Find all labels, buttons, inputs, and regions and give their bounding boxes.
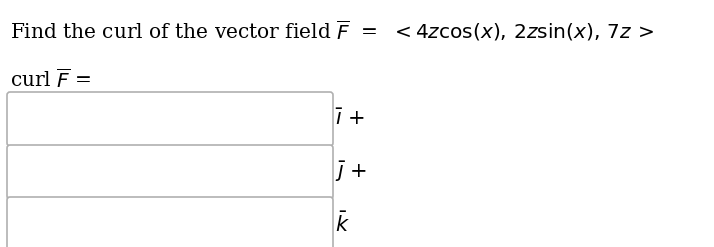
- Text: $\bar{k}$: $\bar{k}$: [335, 212, 350, 236]
- FancyBboxPatch shape: [7, 92, 333, 146]
- Text: $\bar{\imath}$ +: $\bar{\imath}$ +: [335, 109, 365, 129]
- Text: Find the curl of the vector field $\overline{F}$  =  $< 4z\cos(x),\, 2z\sin(x),\: Find the curl of the vector field $\over…: [10, 18, 654, 43]
- FancyBboxPatch shape: [7, 145, 333, 199]
- FancyBboxPatch shape: [7, 197, 333, 247]
- Text: curl $\overline{F}$ =: curl $\overline{F}$ =: [10, 68, 91, 92]
- Text: $\bar{\jmath}$ +: $\bar{\jmath}$ +: [335, 160, 367, 184]
